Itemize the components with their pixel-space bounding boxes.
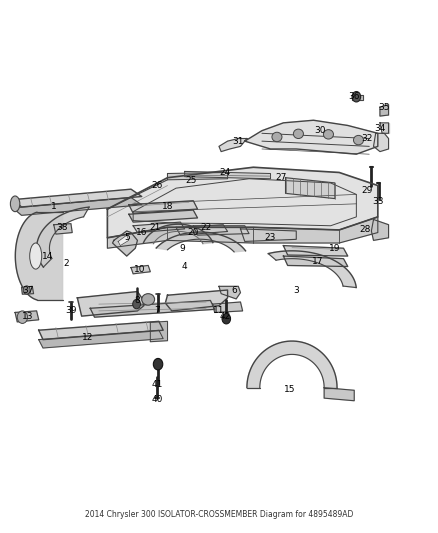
Circle shape	[17, 311, 28, 324]
Text: 23: 23	[265, 233, 276, 243]
Text: 35: 35	[378, 103, 390, 112]
Text: 34: 34	[374, 124, 385, 133]
Text: 26: 26	[151, 181, 162, 190]
Text: 30: 30	[314, 126, 325, 135]
Text: 31: 31	[233, 136, 244, 146]
Text: 42: 42	[220, 312, 231, 321]
Polygon shape	[245, 120, 378, 154]
Text: 39: 39	[65, 306, 77, 316]
Polygon shape	[107, 167, 378, 238]
Polygon shape	[13, 189, 142, 207]
Text: 24: 24	[220, 168, 231, 177]
Polygon shape	[167, 173, 228, 180]
Polygon shape	[380, 104, 389, 116]
Polygon shape	[374, 133, 389, 151]
Text: 40: 40	[151, 395, 162, 404]
Polygon shape	[185, 172, 271, 179]
Text: 7: 7	[154, 306, 159, 316]
Circle shape	[352, 92, 360, 102]
Circle shape	[153, 358, 163, 370]
Text: 22: 22	[201, 223, 212, 232]
Polygon shape	[133, 222, 185, 232]
Text: 16: 16	[136, 228, 148, 237]
Polygon shape	[219, 139, 247, 151]
Polygon shape	[219, 286, 240, 299]
Polygon shape	[150, 321, 167, 342]
Text: 8: 8	[134, 296, 140, 305]
Polygon shape	[268, 251, 356, 287]
Text: 41: 41	[151, 379, 162, 389]
Polygon shape	[129, 210, 198, 222]
Text: 17: 17	[312, 257, 324, 266]
Ellipse shape	[293, 129, 304, 139]
Polygon shape	[286, 177, 335, 199]
Text: 19: 19	[329, 244, 341, 253]
Polygon shape	[39, 330, 163, 348]
Circle shape	[222, 313, 230, 324]
Text: 27: 27	[276, 173, 287, 182]
Polygon shape	[113, 231, 138, 256]
Circle shape	[23, 286, 30, 294]
Ellipse shape	[353, 135, 364, 145]
Polygon shape	[15, 212, 63, 300]
Text: 38: 38	[57, 223, 68, 232]
Text: 32: 32	[361, 134, 373, 143]
Polygon shape	[37, 207, 89, 267]
Polygon shape	[118, 235, 129, 246]
Text: 37: 37	[22, 286, 34, 295]
Text: 21: 21	[149, 223, 160, 232]
Text: 12: 12	[82, 333, 94, 342]
Polygon shape	[129, 201, 198, 213]
Polygon shape	[144, 224, 213, 244]
Ellipse shape	[323, 130, 333, 139]
Polygon shape	[380, 123, 389, 133]
Polygon shape	[78, 292, 144, 316]
Text: 18: 18	[162, 202, 173, 211]
Text: 25: 25	[185, 176, 197, 185]
Polygon shape	[13, 198, 142, 215]
Polygon shape	[131, 265, 150, 274]
Text: 1: 1	[51, 202, 57, 211]
Polygon shape	[156, 232, 246, 252]
Polygon shape	[283, 256, 348, 266]
Ellipse shape	[11, 196, 20, 212]
Polygon shape	[39, 321, 163, 340]
Ellipse shape	[142, 294, 155, 305]
Polygon shape	[166, 290, 228, 311]
Text: 6: 6	[231, 286, 237, 295]
Text: 14: 14	[42, 252, 53, 261]
Text: 2: 2	[64, 260, 70, 269]
Text: 33: 33	[372, 197, 384, 206]
Text: 13: 13	[22, 312, 34, 321]
Text: 20: 20	[187, 228, 199, 237]
Polygon shape	[107, 217, 378, 248]
Text: 4: 4	[182, 262, 187, 271]
Text: 36: 36	[349, 92, 360, 101]
Polygon shape	[283, 246, 348, 256]
Ellipse shape	[272, 132, 282, 142]
Text: 9: 9	[180, 244, 185, 253]
Polygon shape	[90, 301, 215, 317]
Text: 2014 Chrysler 300 ISOLATOR-CROSSMEMBER Diagram for 4895489AD: 2014 Chrysler 300 ISOLATOR-CROSSMEMBER D…	[85, 510, 353, 519]
Polygon shape	[54, 224, 72, 234]
Polygon shape	[371, 220, 389, 240]
Text: 3: 3	[293, 286, 299, 295]
Text: 11: 11	[213, 306, 225, 316]
Polygon shape	[21, 286, 34, 294]
Text: 15: 15	[284, 385, 296, 394]
Text: 10: 10	[134, 264, 145, 273]
Text: 5: 5	[124, 233, 130, 243]
Polygon shape	[247, 341, 337, 387]
Circle shape	[133, 300, 141, 309]
Polygon shape	[193, 226, 249, 235]
Polygon shape	[352, 95, 363, 100]
Polygon shape	[15, 311, 39, 322]
Text: 28: 28	[359, 225, 371, 235]
Ellipse shape	[30, 243, 42, 269]
Polygon shape	[212, 302, 243, 312]
Polygon shape	[324, 387, 354, 401]
Polygon shape	[176, 225, 228, 235]
Polygon shape	[240, 229, 296, 241]
Text: 29: 29	[361, 186, 373, 195]
